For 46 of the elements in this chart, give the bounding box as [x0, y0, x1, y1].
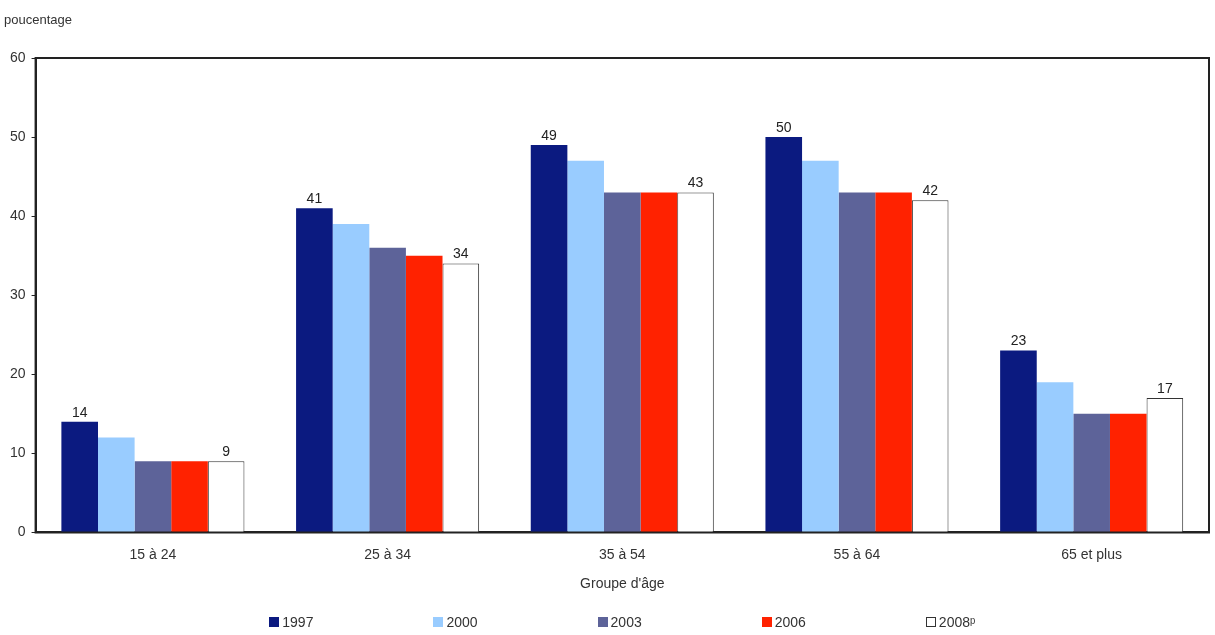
- data-label: 41: [306, 190, 323, 207]
- bar: [603, 192, 641, 532]
- bar: [1073, 413, 1110, 532]
- x-tick-label: 65 et plus: [1061, 545, 1123, 562]
- data-label: 49: [541, 126, 558, 143]
- bar: [171, 461, 208, 532]
- bar: [530, 144, 568, 532]
- bar: [1036, 382, 1074, 532]
- legend-label: 2000: [446, 613, 478, 630]
- bar: [567, 160, 604, 532]
- data-label: 23: [1010, 332, 1027, 349]
- data-label: 34: [453, 245, 469, 262]
- bar: [1109, 413, 1147, 532]
- legend-label: 1997: [282, 613, 314, 630]
- bar: [134, 461, 172, 532]
- bar: [61, 421, 98, 532]
- y-tick-label: 40: [9, 206, 26, 223]
- legend-label: 2003: [610, 613, 642, 630]
- x-tick-label: 55 à 64: [833, 545, 881, 562]
- y-tick-label: 10: [9, 444, 26, 461]
- x-axis-title: Groupe d'âge: [580, 575, 665, 592]
- x-tick-label: 25 à 34: [364, 545, 412, 562]
- legend-label: 2006: [774, 613, 807, 630]
- bar: [98, 437, 135, 532]
- data-label: 9: [222, 443, 231, 460]
- bar: [296, 208, 333, 532]
- data-label: 14: [71, 403, 88, 420]
- y-tick-label: 0: [17, 523, 26, 540]
- y-tick-label: 20: [9, 365, 26, 382]
- bar: [838, 192, 876, 532]
- bar: [332, 224, 370, 532]
- x-tick-label: 15 à 24: [129, 545, 177, 562]
- bar: [369, 247, 406, 532]
- bar: [1000, 350, 1037, 532]
- data-label: 50: [775, 118, 792, 135]
- data-label: 17: [1157, 379, 1173, 396]
- data-label: 43: [687, 174, 704, 191]
- y-tick-label: 50: [9, 127, 26, 144]
- bar: [802, 160, 839, 532]
- y-tick-label: 60: [9, 48, 26, 65]
- data-label: 42: [922, 182, 939, 199]
- x-tick-label: 35 à 54: [598, 545, 646, 562]
- legend-label: 2008ᵖ: [938, 613, 976, 630]
- bar: [765, 137, 803, 532]
- y-tick-label: 30: [9, 286, 26, 303]
- y-axis-title: poucentage: [4, 11, 72, 27]
